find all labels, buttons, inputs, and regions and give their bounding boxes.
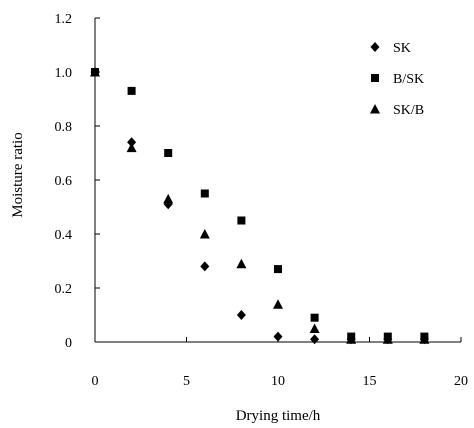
data-point-b-sk	[128, 87, 136, 95]
x-axis-title: Drying time/h	[236, 408, 321, 424]
y-tick-label: 0	[65, 336, 72, 351]
y-tick-label: 0.2	[55, 282, 73, 297]
data-point-b-sk	[201, 190, 209, 198]
x-tick-label: 0	[92, 374, 99, 389]
x-axis-ticks: 0 5 10 15 20	[92, 337, 469, 389]
y-tick-label: 1.2	[55, 12, 73, 27]
y-tick-label: 0.4	[55, 228, 73, 243]
data-points	[90, 67, 429, 344]
plot-area: 0 0.2 0.4 0.6 0.8 1.0 1.2 0 5 10 15 20	[55, 12, 469, 389]
legend: SK B/SK SK/B	[370, 41, 424, 118]
data-point-b-sk	[311, 314, 319, 322]
y-tick-label: 0.8	[55, 120, 73, 135]
legend-label-sk: SK	[393, 41, 411, 56]
legend-item-b-sk: B/SK	[371, 72, 424, 87]
legend-item-sk-b: SK/B	[370, 103, 424, 118]
data-point-b-sk	[274, 265, 282, 273]
data-point-sk-b	[163, 194, 173, 204]
x-tick-label: 15	[363, 374, 377, 389]
series-b-sk	[91, 68, 428, 341]
data-point-sk-b	[236, 259, 246, 269]
x-tick-label: 5	[183, 374, 190, 389]
y-axis-title: Moisture ratio	[10, 132, 26, 217]
legend-item-sk: SK	[371, 41, 411, 56]
series-sk	[91, 67, 429, 344]
data-point-sk	[200, 261, 209, 271]
legend-label-sk-b: SK/B	[393, 103, 424, 118]
x-tick-label: 20	[454, 374, 468, 389]
legend-marker-sk	[371, 42, 380, 52]
x-tick-label: 10	[271, 374, 285, 389]
data-point-b-sk	[237, 217, 245, 225]
data-point-sk-b	[127, 143, 137, 153]
legend-marker-sk-b	[370, 104, 380, 114]
data-point-sk-b	[273, 299, 283, 309]
data-point-sk-b	[310, 324, 320, 334]
data-point-b-sk	[164, 149, 172, 157]
data-point-sk	[274, 332, 283, 342]
data-point-sk	[310, 334, 319, 344]
legend-label-b-sk: B/SK	[393, 72, 424, 87]
y-axis-ticks: 0 0.2 0.4 0.6 0.8 1.0 1.2	[55, 12, 101, 351]
data-point-sk-b	[200, 229, 210, 239]
y-tick-label: 1.0	[55, 66, 73, 81]
series-sk-b	[90, 67, 429, 344]
legend-marker-b-sk	[371, 74, 379, 82]
data-point-sk	[237, 310, 246, 320]
y-tick-label: 0.6	[55, 174, 73, 189]
